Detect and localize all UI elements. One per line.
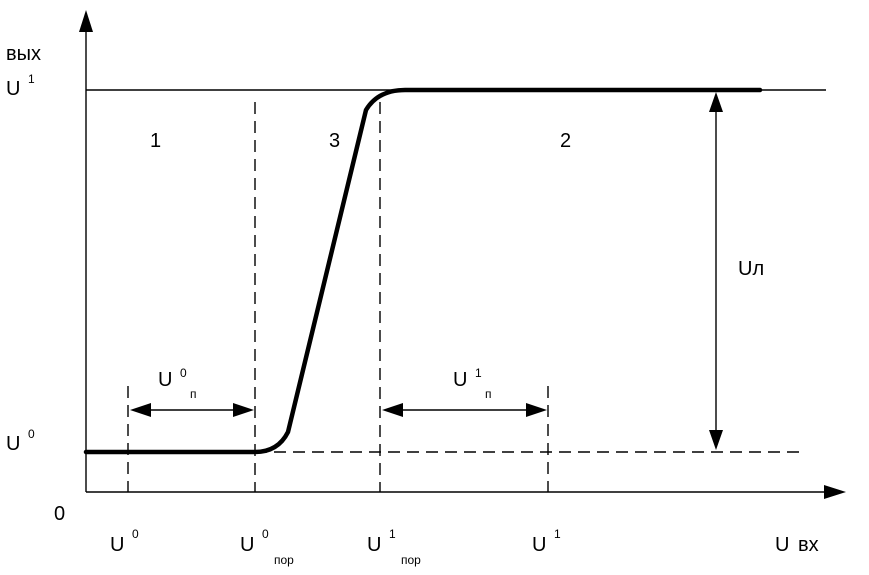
- noise-margin-high-sub: п: [485, 387, 492, 401]
- y-level-high-sup: 1: [28, 72, 35, 86]
- y-level-low-base: U: [6, 433, 20, 455]
- x-tick-u1-sup: 1: [554, 527, 561, 541]
- region-label-1: 1: [150, 130, 161, 152]
- x-tick-u1-base: U: [532, 534, 546, 556]
- x-tick-u0-base: U: [110, 534, 124, 556]
- y-level-high-base: U: [6, 78, 20, 100]
- logic-swing-arrowhead-top: [709, 92, 723, 112]
- noise-margin-high-arrowhead-left: [382, 403, 403, 417]
- noise-margin-low-arrowhead-left: [130, 403, 151, 417]
- x-tick-uin-base: U: [775, 534, 789, 556]
- y-axis-arrowhead: [79, 10, 93, 32]
- noise-margin-high-base: U: [453, 369, 467, 391]
- region-label-2: 2: [560, 130, 571, 152]
- noise-margin-high-sup: 1: [475, 366, 482, 380]
- x-tick-u1-threshold-sub: пор: [401, 553, 421, 567]
- origin-label: 0: [54, 503, 65, 525]
- noise-margin-high-arrowhead-right: [526, 403, 547, 417]
- logic-swing-label: Uл: [738, 258, 764, 280]
- x-tick-u0-sup: 0: [132, 527, 139, 541]
- y-level-low-sup: 0: [28, 427, 35, 441]
- y-axis-label: вых: [6, 43, 41, 65]
- noise-margin-low-arrowhead-right: [233, 403, 254, 417]
- noise-margin-low-sub: п: [190, 387, 197, 401]
- noise-margin-low-base: U: [158, 369, 172, 391]
- noise-margin-low-sup: 0: [180, 366, 187, 380]
- x-axis-label: вх: [798, 534, 819, 556]
- x-tick-u1-threshold-base: U: [367, 534, 381, 556]
- x-tick-u1-threshold-sup: 1: [389, 527, 396, 541]
- x-tick-u0-threshold-sub: пор: [274, 553, 294, 567]
- x-tick-u0-threshold-base: U: [240, 534, 254, 556]
- x-tick-u0-threshold-sup: 0: [262, 527, 269, 541]
- region-label-3: 3: [329, 130, 340, 152]
- x-axis-arrowhead: [824, 485, 846, 499]
- logic-swing-arrowhead-bottom: [709, 430, 723, 450]
- transfer-curve: [83, 87, 763, 455]
